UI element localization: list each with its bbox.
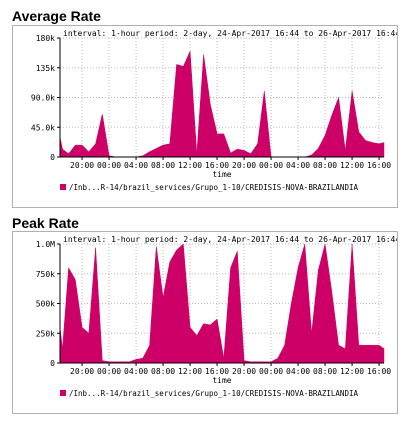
avg-x-tick-label: 08:00 [151,161,175,170]
peak-y-tick-label: 0 [50,359,55,368]
peak-legend-label: /Inb...R-14/brazil_services/Grupo_1-10/C… [69,389,358,398]
peak-x-tick-label: 04:00 [124,367,148,376]
peak-y-tick-label: 500k [36,300,55,309]
peak-rate-heading: Peak Rate [12,215,79,231]
peak-x-tick-label: 04:00 [286,367,310,376]
peak-x-tick-label: 08:00 [151,367,175,376]
peak-y-tick-label: 250k [36,329,55,338]
peak-rate-chart: interval: 1-hour period: 2-day, 24-Apr-2… [36,235,401,398]
peak-x-tick-label: 20:00 [232,367,256,376]
avg-y-tick-label: 0 [50,153,55,162]
peak-x-tick-label: 16:00 [205,367,229,376]
peak-x-tick-label: 12:00 [340,367,364,376]
avg-subtitle: interval: 1-hour period: 2-day, 24-Apr-2… [63,29,397,38]
peak-x-axis-label: time [212,376,231,385]
average-rate-chart: interval: 1-hour period: 2-day, 24-Apr-2… [31,29,400,192]
avg-y-tick-label: 45.0k [31,123,55,132]
avg-x-tick-label: 16:00 [367,161,391,170]
avg-x-tick-label: 20:00 [70,161,94,170]
peak-x-tick-label: 16:00 [367,367,391,376]
avg-series-area [59,51,385,158]
peak-x-tick-label: 20:00 [70,367,94,376]
avg-x-tick-label: 00:00 [97,161,121,170]
avg-y-tick-label: 180k [36,34,55,43]
peak-rate-panel: interval: 1-hour period: 2-day, 24-Apr-2… [12,231,401,414]
avg-x-tick-label: 08:00 [313,161,337,170]
peak-y-tick-label: 750k [36,270,55,279]
peak-series-area [59,243,385,364]
avg-x-tick-label: 04:00 [286,161,310,170]
peak-x-tick-label: 00:00 [97,367,121,376]
average-rate-panel: interval: 1-hour period: 2-day, 24-Apr-2… [12,25,400,208]
peak-x-tick-label: 08:00 [313,367,337,376]
avg-x-tick-label: 12:00 [178,161,202,170]
peak-subtitle: interval: 1-hour period: 2-day, 24-Apr-2… [63,235,397,244]
average-rate-heading: Average Rate [12,8,101,24]
avg-x-tick-label: 20:00 [232,161,256,170]
peak-x-tick-label: 00:00 [259,367,283,376]
avg-x-tick-label: 00:00 [259,161,283,170]
avg-x-tick-label: 16:00 [205,161,229,170]
peak-y-tick-label: 1.0M [36,240,55,249]
avg-x-axis-label: time [212,170,231,179]
avg-legend-label: /Inb...R-14/brazil_services/Grupo_1-10/C… [69,183,358,192]
peak-x-tick-label: 12:00 [178,367,202,376]
avg-y-tick-label: 90.0k [31,94,55,103]
avg-y-tick-label: 135k [36,64,55,73]
peak-legend-swatch [60,390,66,396]
avg-x-tick-label: 04:00 [124,161,148,170]
avg-x-tick-label: 12:00 [340,161,364,170]
avg-legend-swatch [60,184,66,190]
